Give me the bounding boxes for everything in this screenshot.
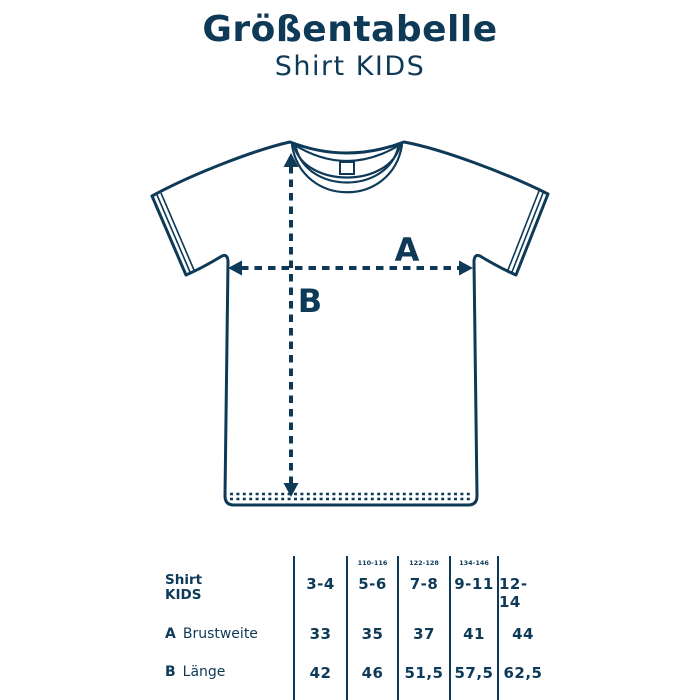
age-range-label: 9-11 <box>454 575 494 593</box>
table-value: 35 <box>346 612 397 656</box>
measurement-arrow-b <box>283 153 299 497</box>
hem-stitching <box>230 492 472 501</box>
table-value: 46 <box>346 656 397 700</box>
age-range-label: 12-14 <box>499 575 528 611</box>
table-value: 57,5 <box>449 656 497 700</box>
size-column-header: 134-146 9-11 <box>449 556 497 612</box>
tshirt-diagram: A B <box>150 140 550 507</box>
product-name-line1: Shirt <box>165 571 203 588</box>
table-value: 51,5 <box>397 656 449 700</box>
page-title: Größentabelle <box>202 9 498 50</box>
row-key-b: B <box>165 664 176 680</box>
table-value: 44 <box>497 612 547 656</box>
table-value: 33 <box>293 612 346 656</box>
age-range-label: 5-6 <box>358 575 387 593</box>
row-key-a: A <box>165 626 176 642</box>
table-value: 62,5 <box>497 656 547 700</box>
page-subtitle: Shirt KIDS <box>274 50 426 82</box>
table-product-header: Shirt KIDS <box>163 556 293 612</box>
sleeve-stripes <box>156 190 544 273</box>
size-table: Shirt KIDS 3-4 110-116 5-6 122-128 7-8 1… <box>163 556 547 700</box>
height-range-label: 110-116 <box>357 559 388 567</box>
age-range-label: 3-4 <box>306 575 335 593</box>
height-range-label: 134-146 <box>459 559 489 567</box>
size-column-header: 110-116 5-6 <box>346 556 397 612</box>
measurement-arrow-a <box>228 260 473 276</box>
size-column-header: 122-128 7-8 <box>397 556 449 612</box>
neck-tag-icon <box>339 161 355 175</box>
measurement-label-b: B <box>298 282 322 320</box>
row-name-brustweite: Brustweite <box>182 626 258 642</box>
height-range-label: 122-128 <box>409 559 439 567</box>
size-column-header: 12-14 <box>497 556 547 612</box>
row-label-brustweite: A Brustweite <box>163 612 293 656</box>
table-value: 42 <box>293 656 346 700</box>
row-label-laenge: B Länge <box>163 656 293 700</box>
table-value: 41 <box>449 612 497 656</box>
tshirt-outline <box>150 140 550 507</box>
age-range-label: 7-8 <box>409 575 439 593</box>
measurement-label-a: A <box>395 231 420 269</box>
table-value: 37 <box>397 612 449 656</box>
product-name-line2: KIDS <box>165 587 202 604</box>
size-column-header: 3-4 <box>293 556 346 612</box>
row-name-laenge: Länge <box>182 664 226 680</box>
